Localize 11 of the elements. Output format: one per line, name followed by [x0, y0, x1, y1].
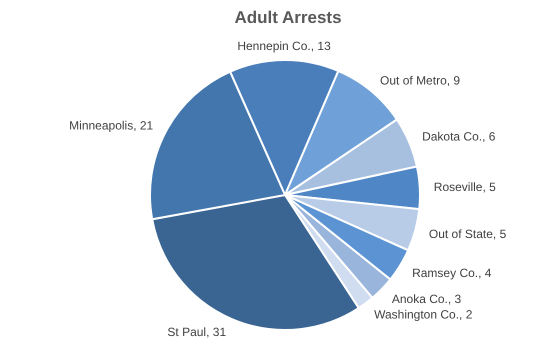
- slice-label: St Paul, 31: [167, 324, 226, 339]
- slice-label: Hennepin Co., 13: [237, 39, 332, 54]
- slice-label: Anoka Co., 3: [392, 292, 462, 306]
- slice-label: Out of Metro, 9: [380, 73, 460, 88]
- slice-label: Dakota Co., 6: [422, 130, 496, 144]
- slice-label: Ramsey Co., 4: [412, 266, 492, 280]
- slice-label: Out of State, 5: [428, 226, 507, 241]
- slice-label: Washington Co., 2: [374, 307, 473, 322]
- chart-title: Adult Arrests: [233, 8, 343, 28]
- slice-label: Minneapolis, 21: [69, 118, 154, 132]
- slice-label: Roseville, 5: [434, 180, 496, 194]
